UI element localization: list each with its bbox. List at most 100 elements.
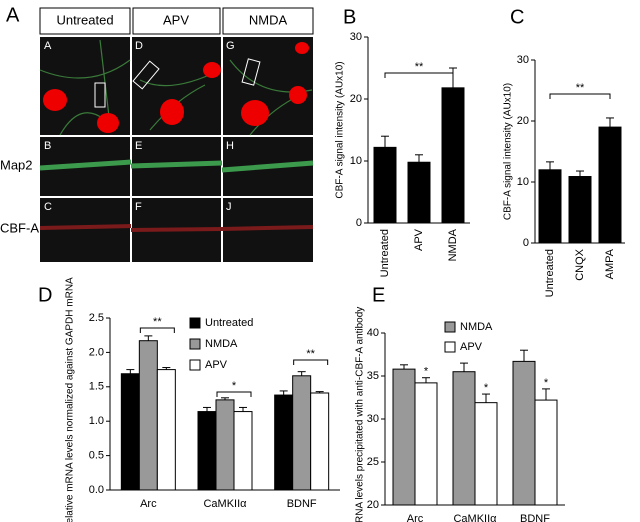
y-tick-label: 10: [517, 176, 529, 188]
panel-letter: B: [343, 6, 356, 28]
x-tick-label: APV: [413, 228, 425, 251]
bar: [156, 369, 176, 491]
legend-swatch: [444, 341, 456, 353]
map2-strips: [39, 159, 314, 173]
sublabel: B: [44, 140, 51, 152]
nuclei: [43, 42, 309, 133]
legend-label: APV: [205, 359, 228, 371]
bar: [538, 169, 562, 244]
significance-bracket: [293, 359, 329, 365]
x-tick-label: NMDA: [447, 228, 459, 261]
bar: [452, 371, 476, 506]
sublabel: C: [44, 201, 52, 213]
legend-swatch: [189, 359, 201, 371]
y-tick-label: 20: [517, 115, 529, 127]
column-header: APV: [163, 12, 189, 27]
y-tick-label: 40: [367, 327, 379, 339]
column-header: Untreated: [56, 12, 113, 27]
y-tick-label: 1.5: [89, 381, 104, 393]
micrograph-panel: A Untreated APV NMDA Map2 CBF-A A D: [0, 4, 314, 262]
panel-letter: E: [372, 284, 385, 306]
x-tick-label: CaMKIIα: [453, 513, 497, 522]
x-tick-label: Untreated: [379, 229, 391, 277]
bar: [197, 411, 217, 491]
significance-bracket: [139, 327, 175, 333]
significance: **: [153, 316, 162, 328]
bar: [392, 368, 416, 506]
panel-letter: A: [6, 4, 20, 26]
y-tick-label: 0: [523, 237, 529, 249]
header-box: [39, 7, 131, 35]
bar: [292, 375, 312, 491]
y-tick-label: 0.5: [89, 450, 104, 462]
y-tick-label: 30: [350, 31, 362, 43]
panel-letter: C: [510, 6, 524, 28]
significance: **: [306, 348, 315, 360]
y-tick-label: 35: [367, 370, 379, 382]
bar: [233, 411, 253, 491]
y-tick-label: 0: [356, 217, 362, 229]
x-tick-label: Arc: [140, 498, 157, 510]
bar: [534, 399, 558, 506]
significance: **: [415, 61, 424, 73]
header-box: [222, 7, 314, 35]
header-box: [132, 7, 221, 35]
y-tick-label: 20: [350, 93, 362, 105]
x-tick-label: CNQX: [574, 248, 586, 280]
legend-swatch: [189, 317, 201, 329]
legend-label: NMDA: [205, 338, 238, 350]
row-label: CBF-A: [0, 220, 39, 235]
bar: [310, 392, 330, 491]
legend-label: APV: [460, 341, 483, 353]
roi-box: [132, 60, 160, 90]
roi-box: [241, 58, 261, 86]
y-axis-label: CBF-A signal intensity (AUx10): [503, 83, 514, 220]
y-tick-label: 25: [367, 456, 379, 468]
y-tick-label: 2.5: [89, 312, 104, 324]
y-tick-label: 30: [367, 413, 379, 425]
x-tick-label: AMPA: [604, 248, 616, 279]
significance: *: [424, 366, 429, 378]
x-tick-label: BDNF: [287, 498, 317, 510]
legend-label: Untreated: [205, 317, 253, 329]
significance: *: [544, 377, 549, 389]
bar: [215, 399, 235, 491]
y-tick-label: 1.0: [89, 415, 104, 427]
sublabel: H: [226, 140, 234, 152]
significance: *: [232, 380, 237, 392]
cbfa-strips: [39, 224, 314, 232]
legend-label: NMDA: [460, 321, 493, 333]
sublabel: F: [135, 201, 142, 213]
y-tick-label: 30: [517, 54, 529, 66]
bar: [512, 360, 536, 506]
column-header: NMDA: [249, 12, 288, 27]
sublabel: A: [44, 40, 52, 52]
y-tick-label: 10: [350, 155, 362, 167]
y-axis-label: CBF-A signal intensity (AUx10): [335, 61, 346, 198]
bar: [441, 87, 465, 224]
bar: [598, 126, 622, 244]
significance: **: [576, 82, 585, 94]
bar: [407, 161, 431, 224]
roi-box: [94, 82, 106, 108]
y-axis-label: Relative mRNA levels normalized against …: [65, 277, 76, 522]
bar: [373, 146, 397, 224]
image-background: [40, 37, 313, 262]
row-label: Map2: [0, 157, 33, 172]
significance-bracket: [216, 391, 252, 397]
y-tick-label: 0.0: [89, 484, 104, 496]
sublabel: J: [226, 201, 232, 213]
bar: [120, 373, 140, 491]
significance-bracket: [384, 72, 454, 78]
bar: [414, 382, 438, 506]
significance: *: [484, 382, 489, 394]
bar: [474, 402, 498, 506]
sublabel: D: [135, 40, 143, 52]
bar: [568, 176, 592, 244]
bar: [274, 394, 294, 491]
legend-swatch: [189, 338, 201, 350]
x-tick-label: Untreated: [544, 249, 556, 297]
x-tick-label: CaMKIIα: [203, 498, 247, 510]
bar: [138, 340, 158, 491]
